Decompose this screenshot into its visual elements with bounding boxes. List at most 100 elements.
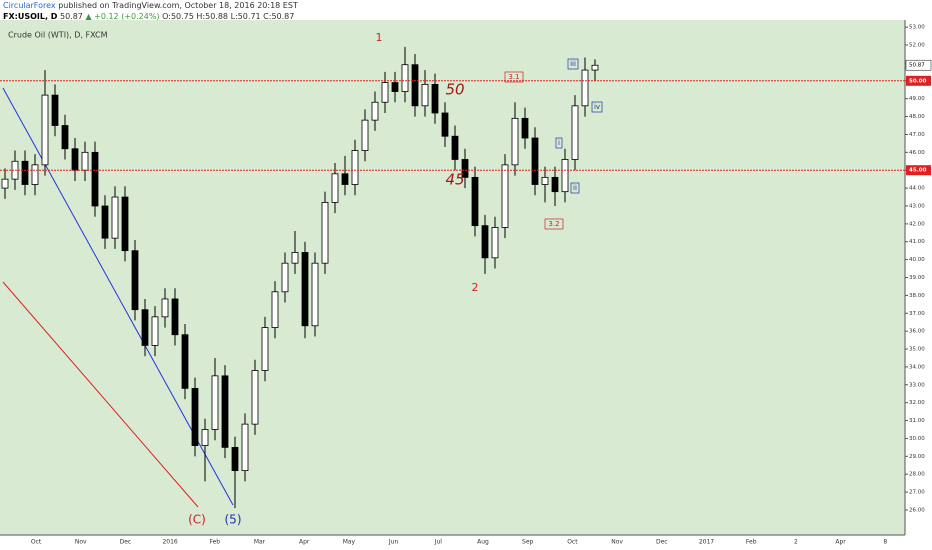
candle-body xyxy=(401,64,409,92)
candle-body xyxy=(451,135,459,160)
y-tick-label: 38.00 xyxy=(909,293,925,299)
candle-body xyxy=(341,173,349,185)
y-tick-label: 31.00 xyxy=(909,418,925,424)
wave-label: i xyxy=(558,139,560,147)
candle-body xyxy=(471,176,479,227)
y-tick-label: 29.00 xyxy=(909,454,925,460)
candle-body xyxy=(211,375,219,430)
candle-body xyxy=(431,83,439,114)
x-tick-label: Mar xyxy=(254,539,266,546)
ohlc: O:50.75 H:50.88 L:50.71 C:50.87 xyxy=(162,12,295,21)
y-tick-label: 30.00 xyxy=(909,436,925,442)
candle-body xyxy=(111,196,119,239)
candle-body xyxy=(421,83,429,107)
candle-body xyxy=(501,164,509,228)
y-tick-label: 42.00 xyxy=(909,221,925,227)
label-box xyxy=(504,71,524,83)
candle-body xyxy=(181,334,189,389)
header: CircularForex published on TradingView.c… xyxy=(3,0,298,22)
last: 50.87 xyxy=(59,12,83,21)
quote-line: FX:USOIL, D 50.87 ▲ +0.12 (+0.24%) O:50.… xyxy=(3,11,298,22)
wave-label: 2 xyxy=(472,281,479,294)
wave-label: iv xyxy=(594,103,600,111)
wave-label: 3.1 xyxy=(508,73,519,81)
wave-label: 1 xyxy=(376,31,383,44)
candle-body xyxy=(491,227,499,259)
x-tick-label: Jun xyxy=(388,539,399,546)
y-tick-label: 43.00 xyxy=(909,203,925,209)
candle-body xyxy=(461,159,469,178)
x-tick-label: Aug xyxy=(477,539,489,546)
candle-body xyxy=(331,173,339,203)
level-tag-label: 45.00 xyxy=(909,168,927,174)
x-tick-label: Jul xyxy=(434,539,443,546)
candle-body xyxy=(551,176,559,193)
y-tick-label: 34.00 xyxy=(909,364,925,370)
y-tick-label: 26.00 xyxy=(909,507,925,513)
wave-label: (5) xyxy=(225,513,242,527)
candle-body xyxy=(321,201,329,264)
level-tag xyxy=(906,165,931,176)
candle-body xyxy=(521,117,529,139)
y-tick-label: 37.00 xyxy=(909,311,925,317)
candle-body xyxy=(581,69,589,107)
candle-body xyxy=(21,160,29,185)
y-tick-label: 53.00 xyxy=(909,25,925,31)
last-price-label: 50.87 xyxy=(909,63,925,69)
last-price-tag xyxy=(905,59,932,71)
y-tick-label: 47.00 xyxy=(909,132,925,138)
label-box xyxy=(567,58,579,70)
candle-body xyxy=(291,252,299,264)
level-label: 50 xyxy=(445,81,464,99)
candle-body xyxy=(271,291,279,328)
x-tick-label: Apr xyxy=(835,539,846,546)
candle-body xyxy=(361,119,369,151)
candle-body xyxy=(261,327,269,371)
candle-body xyxy=(251,370,259,425)
candle-body xyxy=(241,423,249,472)
y-tick-label: 32.00 xyxy=(909,400,925,406)
x-tick-label: 2 xyxy=(794,539,798,546)
candle-body xyxy=(101,205,109,239)
candle-body xyxy=(131,250,139,311)
candle-body xyxy=(41,94,49,166)
change: ▲ +0.12 (+0.24%) xyxy=(85,12,160,21)
candle-body xyxy=(91,151,99,207)
x-tick-label: Oct xyxy=(31,539,42,546)
candle-body xyxy=(191,387,199,446)
candle-body xyxy=(71,148,79,171)
x-tick-label: Dec xyxy=(656,539,668,546)
label-box xyxy=(555,137,563,149)
candle-body xyxy=(51,94,59,126)
x-tick-label: 8 xyxy=(883,539,887,546)
label-box xyxy=(591,101,603,113)
wave-label: iii xyxy=(570,60,576,68)
x-tick-label: 2016 xyxy=(162,539,177,546)
publish-line: CircularForex published on TradingView.c… xyxy=(3,0,298,11)
candle-body xyxy=(381,82,389,103)
trend-line xyxy=(2,281,199,508)
candle-body xyxy=(371,101,379,121)
candle-body xyxy=(221,375,229,448)
symbol: FX:USOIL, D xyxy=(3,12,58,21)
label-box xyxy=(544,218,564,230)
chart-title: Crude Oil (WTI), D, FXCM xyxy=(8,31,108,40)
y-tick-label: 46.00 xyxy=(909,150,925,156)
candle-body xyxy=(231,446,239,472)
x-tick-label: Nov xyxy=(75,539,87,546)
candle-body xyxy=(351,150,359,185)
candle-body xyxy=(441,112,449,137)
y-tick-label: 33.00 xyxy=(909,382,925,388)
candle-body xyxy=(411,64,419,107)
author[interactable]: CircularForex xyxy=(3,1,56,10)
y-tick-label: 35.00 xyxy=(909,347,925,353)
candle-body xyxy=(161,298,169,318)
label-box xyxy=(570,182,580,194)
x-tick-label: Feb xyxy=(746,539,757,546)
level-label: 45 xyxy=(445,171,464,189)
candle-body xyxy=(201,429,209,446)
wave-label: ii xyxy=(573,184,577,192)
candle-body xyxy=(481,225,489,259)
